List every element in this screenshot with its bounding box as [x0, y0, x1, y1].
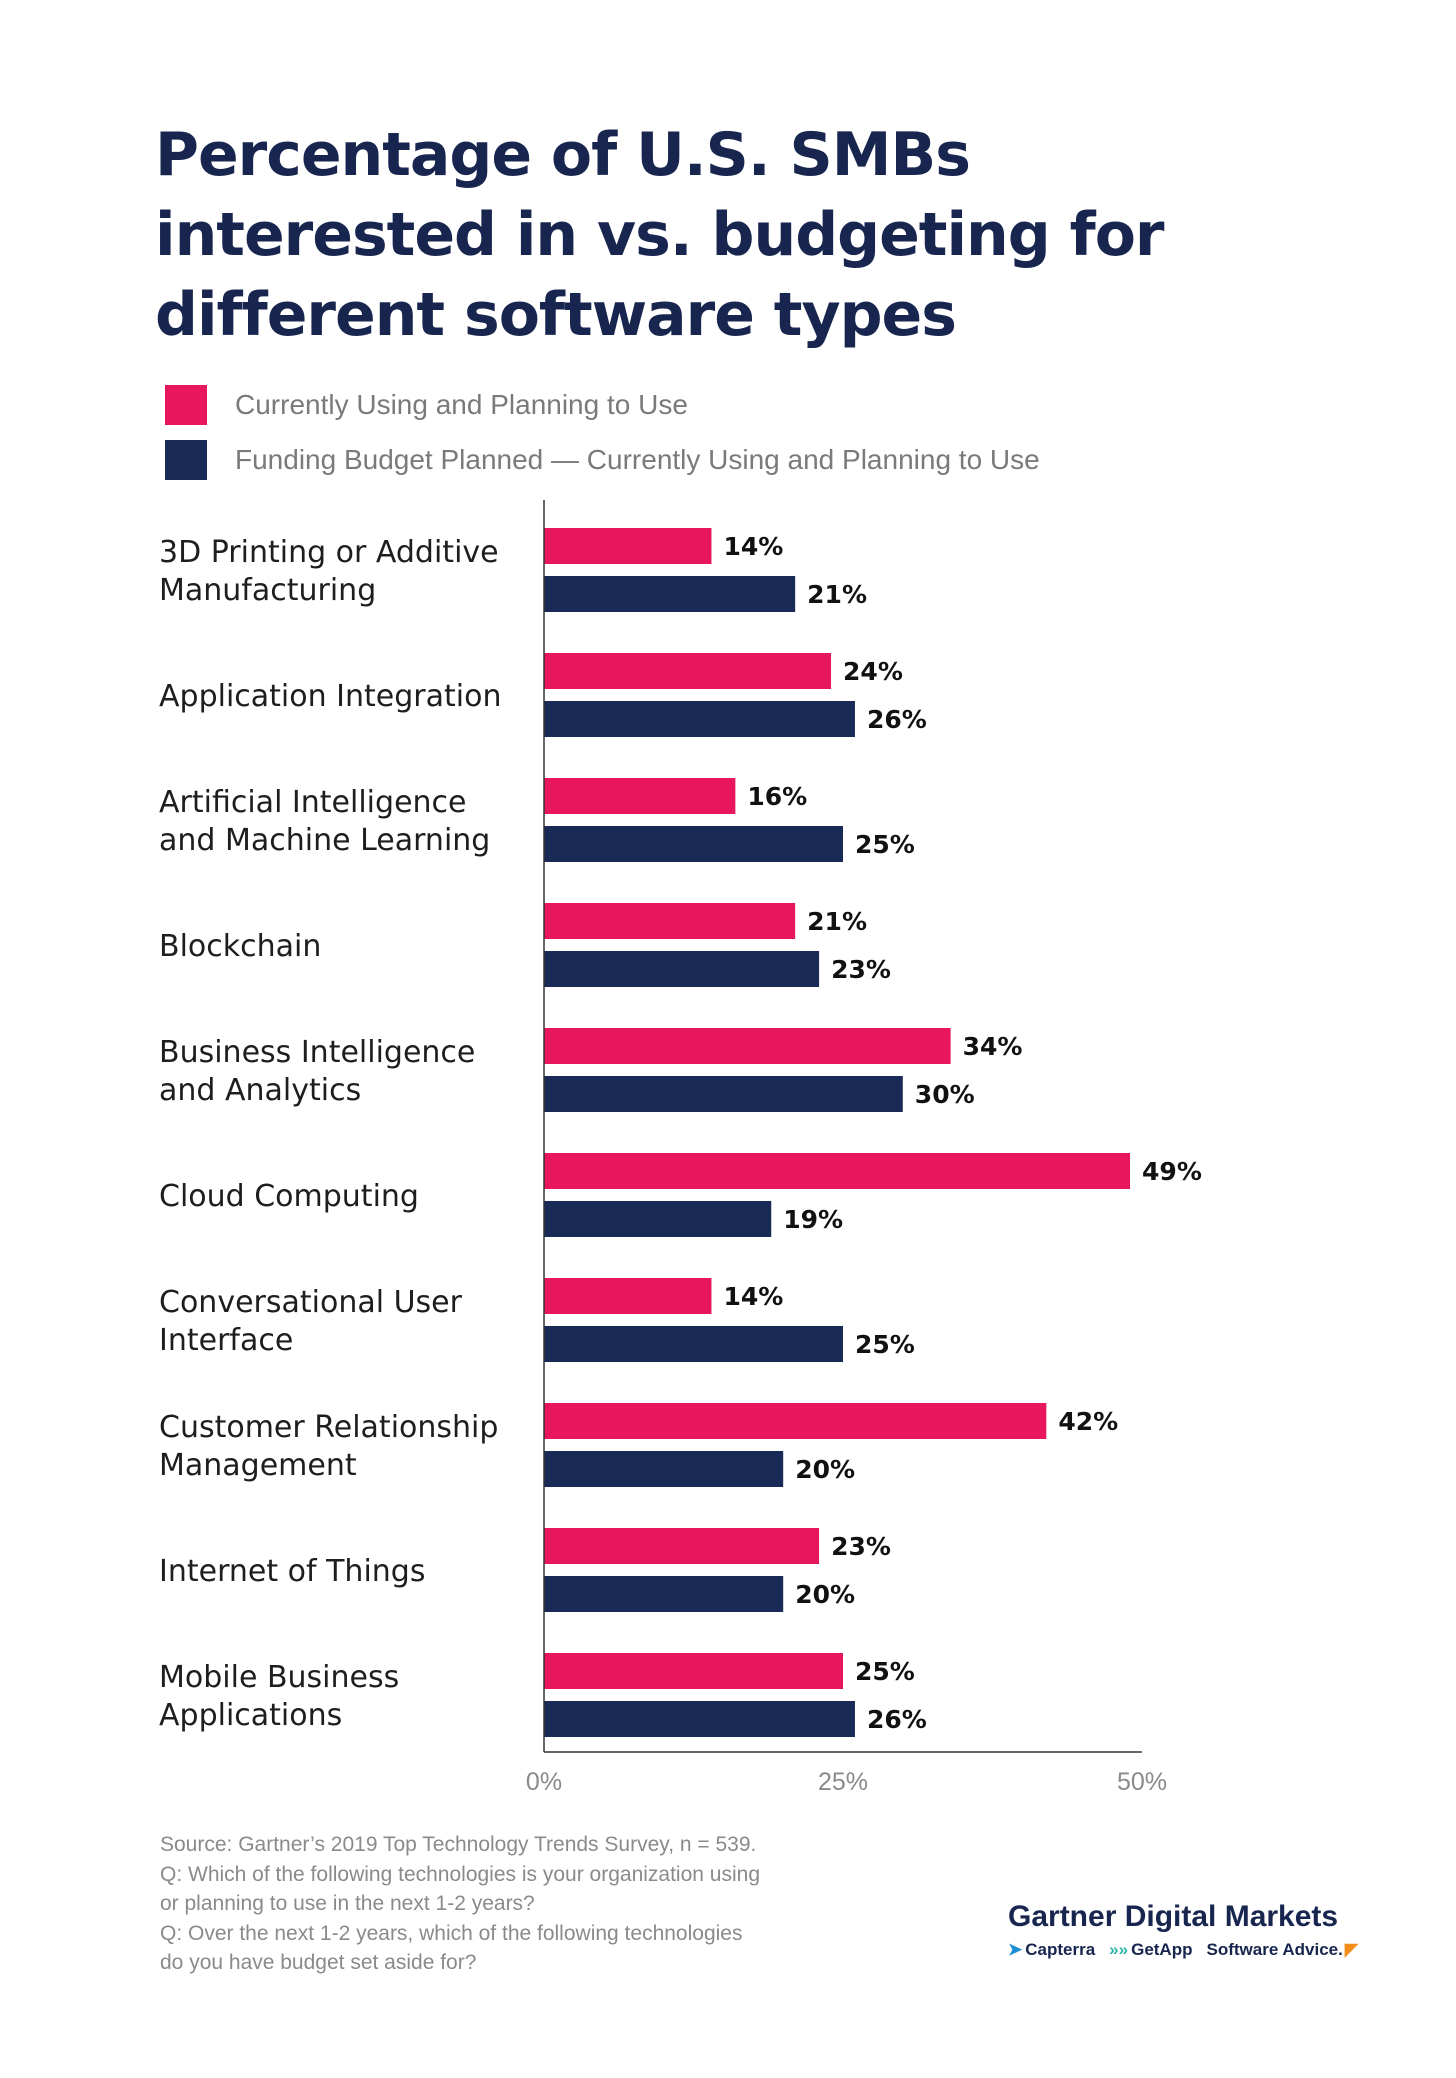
software-advice-logo: Software Advice. ◤ [1206, 1940, 1360, 1960]
bar-budget [544, 576, 796, 612]
data-label: 21% [807, 580, 867, 609]
category-label: Manufacturing [159, 573, 376, 608]
data-label: 21% [807, 907, 867, 936]
data-label: 25% [855, 1330, 915, 1359]
legend-swatch-navy [165, 440, 207, 480]
bar-budget [544, 1451, 784, 1487]
brand-logos: ➤ Capterra »» GetApp Software Advice. ◤ [1008, 1940, 1368, 1960]
data-label: 34% [963, 1032, 1023, 1061]
legend-item-current: Currently Using and Planning to Use [165, 385, 688, 425]
data-label: 30% [915, 1080, 975, 1109]
speech-bubble-icon: ◤ [1344, 1940, 1358, 1959]
bar-current [544, 1028, 951, 1064]
capterra-logo-label: Capterra [1025, 1940, 1096, 1959]
category-label: Applications [159, 1698, 342, 1733]
category-label: Internet of Things [159, 1554, 425, 1589]
bar-budget [544, 951, 820, 987]
category-label: Customer Relationship [159, 1410, 498, 1445]
bar-current [544, 528, 712, 564]
data-label: 19% [783, 1205, 843, 1234]
category-label: Interface [159, 1323, 293, 1358]
data-label: 25% [855, 830, 915, 859]
data-label: 14% [723, 1282, 783, 1311]
data-label: 23% [831, 1532, 891, 1561]
bar-budget [544, 1576, 784, 1612]
data-label: 16% [747, 782, 807, 811]
category-label: Application Integration [159, 679, 501, 714]
source-line: Source: Gartner’s 2019 Top Technology Tr… [160, 1833, 757, 1856]
getapp-chevrons-icon: »» [1109, 1940, 1129, 1959]
category-label: Mobile Business [159, 1660, 399, 1695]
bar-budget [544, 1326, 843, 1362]
bar-current [544, 1653, 843, 1689]
legend-label-budget: Funding Budget Planned — Currently Using… [235, 444, 1040, 475]
source-line: do you have budget set aside for? [160, 1951, 477, 1974]
data-label: 24% [843, 657, 903, 686]
chart-title-line-2: interested in vs. budgeting for [155, 200, 1165, 270]
x-tick-label: 25% [818, 1768, 868, 1796]
data-label: 26% [867, 1705, 927, 1734]
data-label: 20% [795, 1455, 855, 1484]
data-label: 49% [1142, 1157, 1202, 1186]
category-label: Business Intelligence [159, 1035, 475, 1070]
bar-current [544, 1278, 712, 1314]
bar-budget [544, 1201, 772, 1237]
category-label: Management [159, 1448, 357, 1483]
bar-budget [544, 1701, 855, 1737]
category-label: and Machine Learning [159, 823, 490, 858]
category-label: Conversational User [159, 1285, 463, 1320]
data-label: 26% [867, 705, 927, 734]
x-tick-label: 0% [526, 1768, 562, 1796]
data-label: 23% [831, 955, 891, 984]
bar-current [544, 1403, 1047, 1439]
source-line: Q: Which of the following technologies i… [160, 1862, 760, 1886]
bar-budget [544, 826, 843, 862]
getapp-logo: »» GetApp [1109, 1940, 1192, 1960]
chart-title-line-3: different software types [155, 280, 957, 350]
data-label: 14% [723, 532, 783, 561]
bar-current [544, 1528, 820, 1564]
source-note: Source: Gartner’s 2019 Top Technology Tr… [160, 1830, 920, 1978]
bar-budget [544, 701, 855, 737]
source-line: or planning to use in the next 1-2 years… [160, 1892, 535, 1915]
data-label: 20% [795, 1580, 855, 1609]
bar-budget [544, 1076, 903, 1112]
category-label: Cloud Computing [159, 1179, 419, 1214]
bar-current [544, 903, 796, 939]
data-label: 25% [855, 1657, 915, 1686]
bar-current [544, 1153, 1131, 1189]
category-label: Artificial Intelligence [159, 785, 467, 820]
legend-swatch-pink [165, 385, 207, 425]
legend-label-current: Currently Using and Planning to Use [235, 389, 688, 420]
x-tick-label: 50% [1117, 1768, 1167, 1796]
legend-item-budget: Funding Budget Planned — Currently Using… [165, 440, 1040, 480]
chart-title-line-1: Percentage of U.S. SMBs [155, 120, 971, 190]
data-label: 42% [1058, 1407, 1118, 1436]
category-label: Blockchain [159, 929, 321, 964]
getapp-logo-label: GetApp [1131, 1940, 1193, 1959]
software-advice-logo-label: Software Advice. [1206, 1940, 1343, 1959]
chart-title: Percentage of U.S. SMBs interested in vs… [155, 115, 1255, 355]
capterra-arrow-icon: ➤ [1008, 1940, 1023, 1959]
bar-current [544, 778, 736, 814]
source-line: Q: Over the next 1-2 years, which of the… [160, 1921, 743, 1945]
bar-current [544, 653, 832, 689]
brand-block: Gartner Digital Markets ➤ Capterra »» GetA… [1008, 1900, 1368, 1960]
category-label: and Analytics [159, 1073, 361, 1108]
brand-title: Gartner Digital Markets [1008, 1900, 1339, 1933]
category-label: 3D Printing or Additive [159, 535, 499, 570]
capterra-logo: ➤ Capterra [1008, 1940, 1095, 1960]
